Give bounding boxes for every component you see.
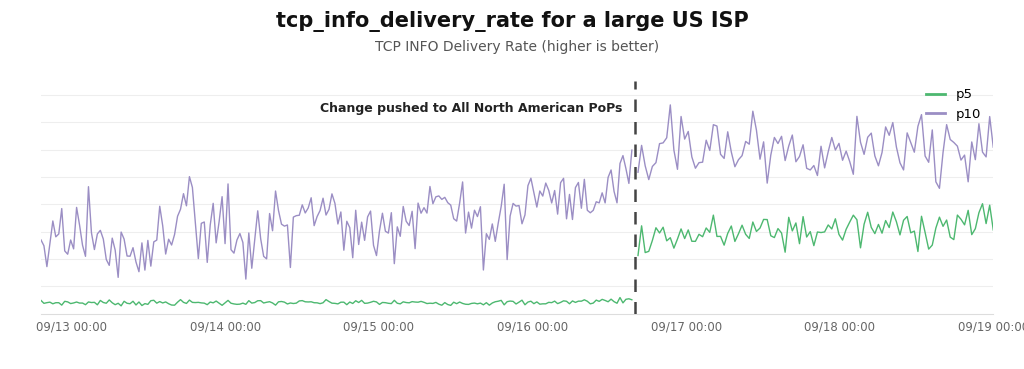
Text: tcp_info_delivery_rate for a large US ISP: tcp_info_delivery_rate for a large US IS…	[275, 11, 749, 32]
Legend: p5, p10: p5, p10	[921, 83, 987, 126]
Title: TCP INFO Delivery Rate (higher is better): TCP INFO Delivery Rate (higher is better…	[375, 39, 659, 54]
Text: Change pushed to All North American PoPs: Change pushed to All North American PoPs	[321, 102, 623, 115]
